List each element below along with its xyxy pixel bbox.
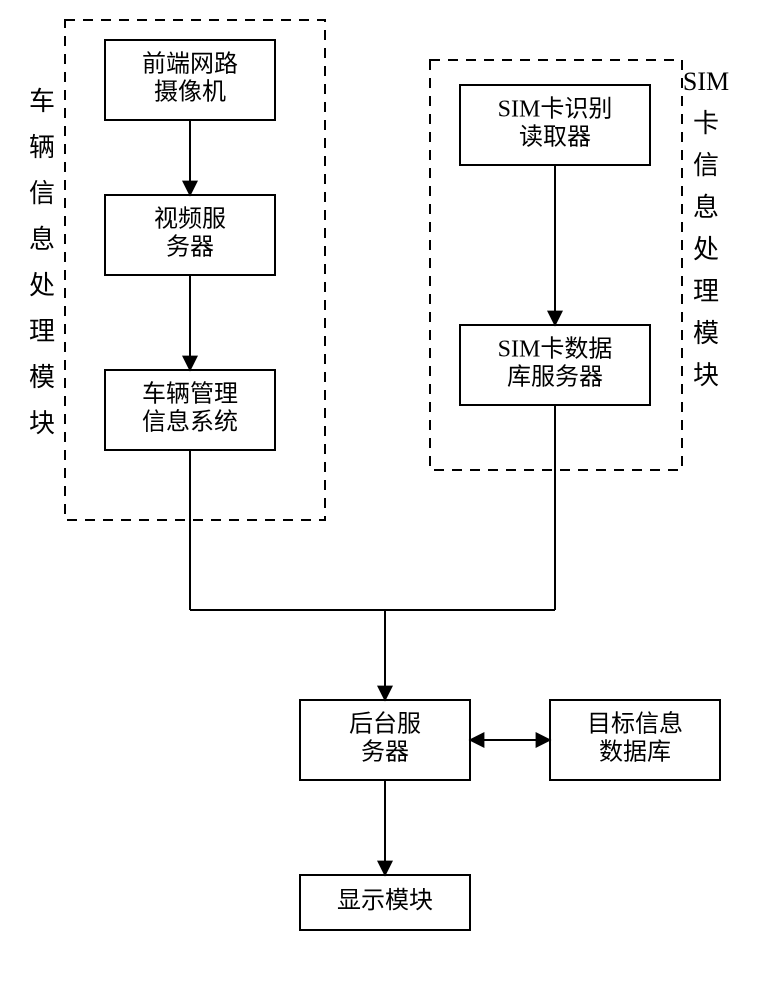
svg-text:处: 处 — [693, 235, 719, 264]
sim-db-label: SIM卡数据 — [498, 336, 613, 363]
svg-text:块: 块 — [29, 409, 55, 438]
sim-db-label: 库服务器 — [507, 364, 603, 391]
svg-text:卡: 卡 — [693, 109, 719, 138]
target-db-label: 数据库 — [599, 739, 671, 766]
backend-label: 后台服 — [349, 711, 421, 738]
svg-text:理: 理 — [693, 277, 719, 306]
svg-text:车: 车 — [29, 87, 55, 116]
svg-text:块: 块 — [693, 361, 719, 390]
vehicle-label: 车辆信息处理模块 — [29, 87, 55, 438]
svg-text:息: 息 — [693, 193, 719, 222]
svg-text:信: 信 — [29, 179, 55, 208]
svg-text:模: 模 — [693, 319, 719, 348]
svg-text:SIM: SIM — [683, 67, 729, 96]
camera-label: 摄像机 — [154, 79, 226, 106]
video-server-label: 务器 — [166, 234, 214, 261]
video-server-label: 视频服 — [154, 206, 226, 233]
vms-label: 车辆管理 — [142, 381, 238, 408]
camera-label: 前端网路 — [142, 51, 238, 78]
display-label: 显示模块 — [337, 887, 433, 914]
svg-text:辆: 辆 — [29, 133, 55, 162]
sim-label: SIM 卡信息处理模块 — [683, 67, 729, 390]
sim-reader-label: 读取器 — [519, 124, 591, 151]
svg-text:处: 处 — [29, 271, 55, 300]
svg-text:息: 息 — [29, 225, 55, 254]
sim-reader-label: SIM卡识别 — [498, 96, 613, 123]
target-db-label: 目标信息 — [587, 711, 683, 738]
svg-text:理: 理 — [29, 317, 55, 346]
backend-label: 务器 — [361, 739, 409, 766]
svg-text:模: 模 — [29, 363, 55, 392]
vms-label: 信息系统 — [142, 409, 238, 436]
svg-text:信: 信 — [693, 151, 719, 180]
